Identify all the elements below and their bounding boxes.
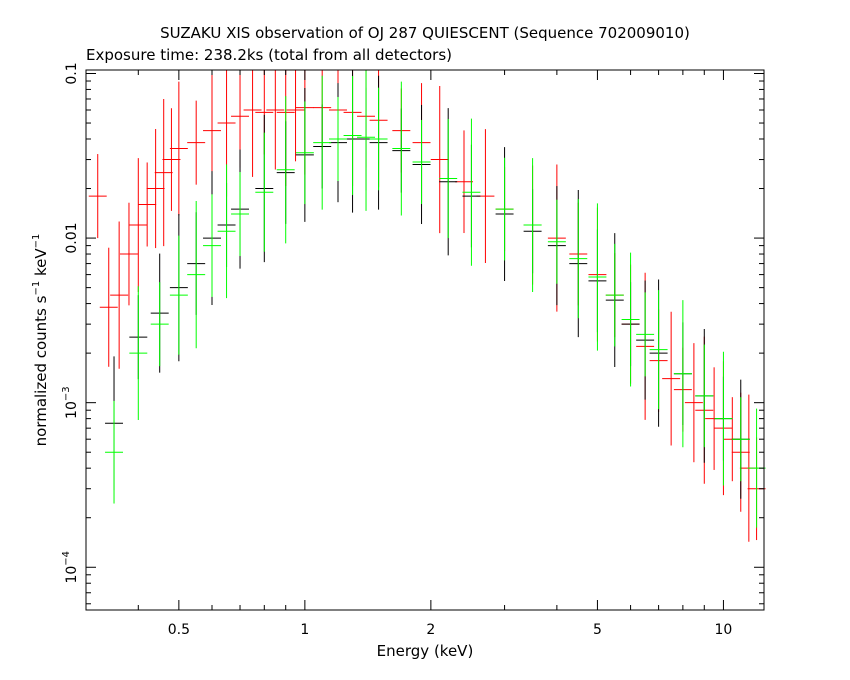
y-tick-label: 10−3 [61, 386, 80, 419]
y-axis-label: normalized counts s−1 keV−1 [31, 234, 50, 447]
data-point [105, 400, 123, 504]
data-point [217, 164, 236, 299]
y-tick-label-exp: −3 [61, 386, 72, 401]
data-point [329, 96, 347, 182]
data-point [276, 96, 295, 244]
x-tick-label: 1 [300, 622, 309, 638]
data-point [187, 100, 206, 185]
data-point [731, 397, 750, 482]
data-point [605, 243, 624, 347]
data-point [662, 311, 681, 446]
data-point [138, 162, 157, 247]
series-1 [105, 70, 750, 499]
x-axis-label: Energy (keV) [377, 642, 474, 660]
data-point [649, 290, 668, 410]
data-point [243, 70, 262, 177]
data-point [695, 344, 714, 448]
data-point [684, 343, 703, 463]
data-point [119, 202, 138, 306]
data-point [203, 71, 221, 191]
data-point [343, 75, 362, 196]
x-tick-label: 5 [593, 622, 602, 638]
data-point [392, 81, 411, 216]
data-point [621, 252, 640, 387]
data-point [714, 351, 733, 486]
data-point [187, 200, 206, 349]
data-point [636, 292, 655, 377]
data-point [430, 85, 449, 234]
data-point [523, 158, 542, 292]
data-point [412, 119, 431, 204]
data-layer [88, 70, 766, 542]
data-point [439, 119, 458, 239]
data-point [369, 87, 388, 191]
y-tick-label-base: 10 [64, 401, 80, 419]
data-point [99, 247, 118, 367]
plot-frame [85, 69, 765, 611]
data-point [129, 158, 148, 292]
chart-title: SUZAKU XIS observation of OJ 287 QUIESCE… [160, 24, 690, 42]
data-point [203, 194, 221, 297]
data-point [231, 172, 250, 257]
data-point [88, 154, 107, 239]
series-2 [105, 70, 766, 528]
y-axis-label-exp1: −1 [31, 281, 42, 296]
data-point [547, 199, 566, 284]
chart-subtitle: Exposure time: 238.2ks (total from all d… [86, 46, 452, 64]
data-point [266, 70, 285, 170]
data-point [169, 81, 188, 216]
series-0 [88, 70, 766, 542]
data-point [462, 118, 481, 266]
x-tick-label: 0.5 [168, 622, 190, 638]
data-point [357, 70, 376, 211]
x-tick-label: 2 [426, 622, 435, 638]
data-point [313, 75, 332, 210]
data-point [255, 132, 274, 252]
data-point [162, 108, 181, 211]
data-point [129, 286, 148, 421]
y-axis-label-base: normalized counts s [32, 295, 50, 446]
y-tick-label: 10−4 [61, 551, 80, 584]
data-point [295, 101, 314, 205]
data-point [169, 235, 188, 355]
data-point [673, 300, 692, 448]
y-axis-label-mid: keV [32, 248, 50, 281]
data-point [569, 199, 588, 319]
y-tick-label-exp: −4 [61, 551, 72, 566]
y-tick-label-base: 10 [64, 566, 80, 584]
data-point [154, 98, 173, 247]
data-point [150, 282, 169, 367]
data-point [286, 70, 305, 162]
data-point [146, 128, 165, 249]
data-point [495, 157, 514, 261]
y-axis-label-exp2: −1 [31, 234, 42, 249]
data-point [110, 221, 129, 369]
y-tick-label: 0.01 [64, 222, 80, 253]
x-tick-label: 10 [715, 622, 733, 638]
data-point [455, 130, 473, 234]
y-tick-label: 0.1 [64, 62, 80, 84]
data-point [588, 203, 607, 351]
